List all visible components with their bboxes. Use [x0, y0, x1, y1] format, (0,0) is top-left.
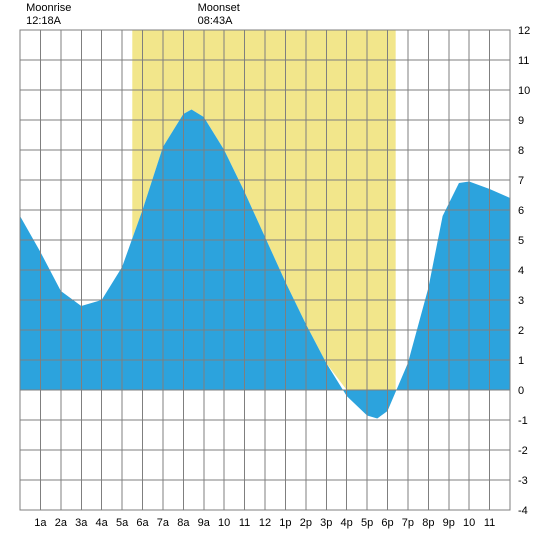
svg-text:-3: -3: [518, 475, 528, 487]
svg-text:12: 12: [518, 25, 530, 37]
svg-text:-4: -4: [518, 505, 528, 517]
svg-text:9p: 9p: [443, 517, 455, 529]
svg-text:3: 3: [518, 295, 524, 307]
svg-text:5: 5: [518, 235, 524, 247]
svg-text:4p: 4p: [341, 517, 353, 529]
svg-text:11: 11: [518, 55, 529, 67]
svg-text:6a: 6a: [136, 517, 149, 529]
svg-text:2p: 2p: [300, 517, 312, 529]
svg-text:6: 6: [518, 205, 524, 217]
svg-text:3a: 3a: [75, 517, 88, 529]
svg-text:1a: 1a: [34, 517, 47, 529]
svg-text:8a: 8a: [177, 517, 190, 529]
svg-text:9a: 9a: [198, 517, 211, 529]
svg-text:12: 12: [259, 517, 271, 529]
svg-text:-2: -2: [518, 445, 528, 457]
svg-text:7p: 7p: [402, 517, 414, 529]
svg-text:0: 0: [518, 385, 524, 397]
svg-text:1: 1: [518, 355, 524, 367]
svg-text:11: 11: [239, 517, 250, 529]
svg-text:9: 9: [518, 115, 524, 127]
svg-text:6p: 6p: [381, 517, 393, 529]
svg-text:10: 10: [218, 517, 230, 529]
svg-text:4: 4: [518, 265, 524, 277]
svg-text:8p: 8p: [422, 517, 434, 529]
svg-text:7a: 7a: [157, 517, 170, 529]
svg-text:10: 10: [463, 517, 475, 529]
svg-text:8: 8: [518, 145, 524, 157]
svg-text:5a: 5a: [116, 517, 129, 529]
svg-text:3p: 3p: [320, 517, 332, 529]
chart-svg: 1a2a3a4a5a6a7a8a9a1011121p2p3p4p5p6p7p8p…: [0, 0, 550, 550]
svg-text:4a: 4a: [96, 517, 109, 529]
svg-text:10: 10: [518, 85, 530, 97]
svg-text:2a: 2a: [55, 517, 68, 529]
svg-text:1p: 1p: [279, 517, 291, 529]
svg-text:7: 7: [518, 175, 524, 187]
svg-text:11: 11: [484, 517, 495, 529]
tide-chart: Moonrise 12:18A Moonset 08:43A 1a2a3a4a5…: [0, 0, 550, 550]
svg-text:-1: -1: [518, 415, 528, 427]
svg-text:2: 2: [518, 325, 524, 337]
svg-text:5p: 5p: [361, 517, 373, 529]
